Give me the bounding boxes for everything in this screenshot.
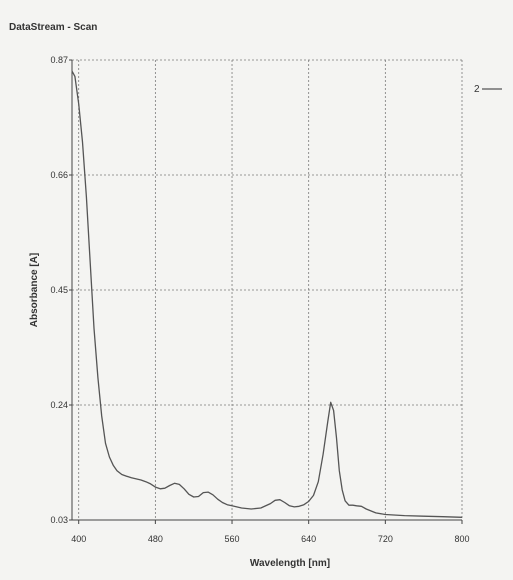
x-tick-label-2: 560	[225, 534, 240, 544]
x-tick-label-1: 480	[148, 534, 163, 544]
y-tick-label-3: 0.66	[50, 170, 68, 180]
x-axis-label: Wavelength [nm]	[250, 558, 330, 569]
y-tick-label-2: 0.45	[50, 285, 68, 295]
y-tick-label-4: 0.87	[50, 55, 68, 65]
series-line-2	[71, 70, 463, 518]
y-tick-label-0: 0.03	[50, 515, 68, 525]
legend-entry-label-0: 2	[474, 84, 480, 95]
x-tick-label-0: 400	[71, 534, 86, 544]
axes	[69, 59, 463, 524]
legend: 2	[474, 84, 502, 95]
x-tick-label-3: 640	[301, 534, 316, 544]
x-tick-label-4: 720	[378, 534, 393, 544]
window-title: DataStream - Scan	[9, 22, 98, 33]
y-tick-label-1: 0.24	[50, 400, 68, 410]
tick-labels: 400 480 560 640 720 800 0.03 0.24 0.45 0.66 0.87	[50, 55, 469, 544]
grid	[72, 59, 463, 521]
series-layer	[71, 70, 463, 518]
y-axis-label: Absorbance [A]	[29, 253, 40, 327]
x-tick-label-5: 800	[454, 534, 469, 544]
